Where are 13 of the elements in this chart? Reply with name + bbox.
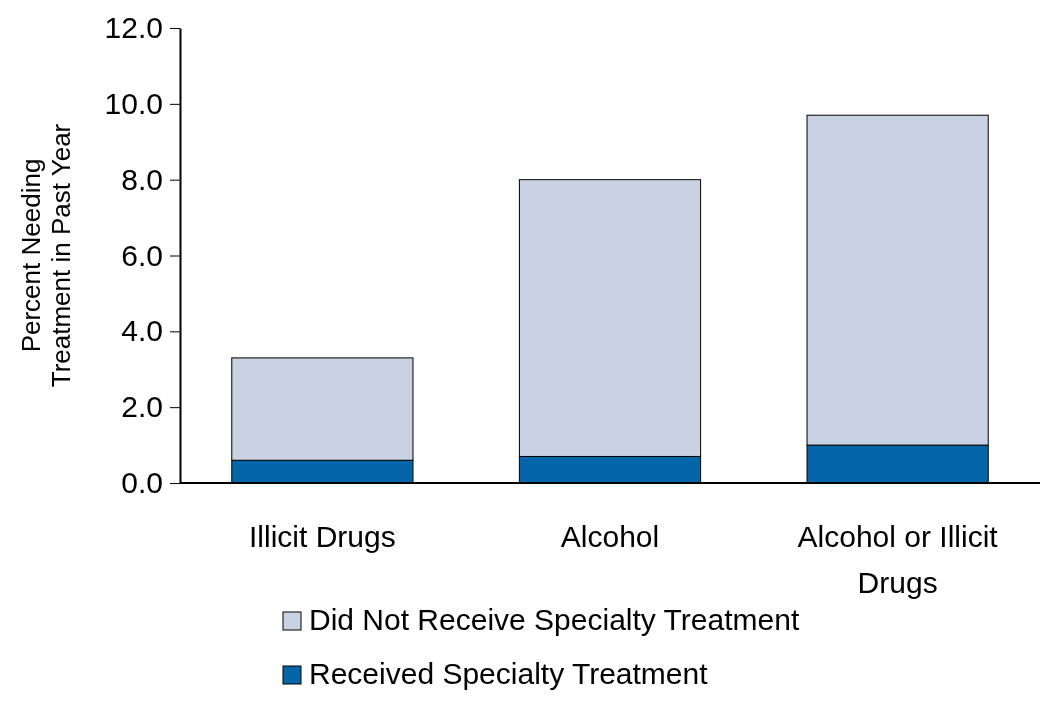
y-tick-label: 2.0: [121, 390, 163, 424]
legend-label: Did Not Receive Specialty Treatment: [309, 603, 800, 636]
x-tick-label: Alcohol or Illicit Drugs: [797, 520, 999, 599]
y-tick-label: 4.0: [121, 314, 163, 348]
legend-label: Received Specialty Treatment: [309, 657, 709, 690]
y-tick-label: 0.0: [121, 466, 163, 500]
y-axis-title: Percent Needing Treatment in Past Year: [16, 123, 76, 388]
x-tick-label: Illicit Drugs: [249, 520, 396, 553]
x-tick-label: Alcohol: [560, 520, 660, 553]
y-tick-label: 10.0: [104, 86, 163, 120]
y-tick-label: 6.0: [121, 238, 163, 272]
y-tick-label: 8.0: [121, 162, 163, 196]
y-tick-label: 12.0: [104, 11, 163, 45]
